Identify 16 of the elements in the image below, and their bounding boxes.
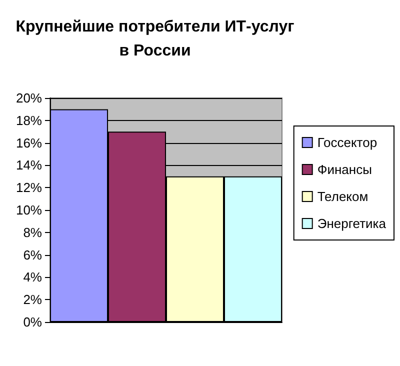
y-tick-label: 2% <box>23 292 42 308</box>
legend-label: Энергетика <box>317 216 387 231</box>
y-tick-label: 8% <box>23 224 42 240</box>
legend-label: Госсектор <box>317 135 378 150</box>
y-tick-label: 12% <box>16 180 42 196</box>
y-tick-label: 14% <box>16 158 42 173</box>
legend-label: Финансы <box>317 162 372 177</box>
y-tick-label: 0% <box>23 314 42 330</box>
y-tick-label: 18% <box>16 112 42 128</box>
y-tick-label: 20% <box>16 90 42 106</box>
y-tick-label: 16% <box>16 135 42 150</box>
chart-title: Крупнейшие потребители ИТ-услуг в России <box>16 18 295 60</box>
y-tick-label: 4% <box>23 270 42 285</box>
y-tick-label: 10% <box>16 202 42 218</box>
legend-label: Телеком <box>317 189 368 204</box>
y-tick-label: 6% <box>23 247 42 262</box>
